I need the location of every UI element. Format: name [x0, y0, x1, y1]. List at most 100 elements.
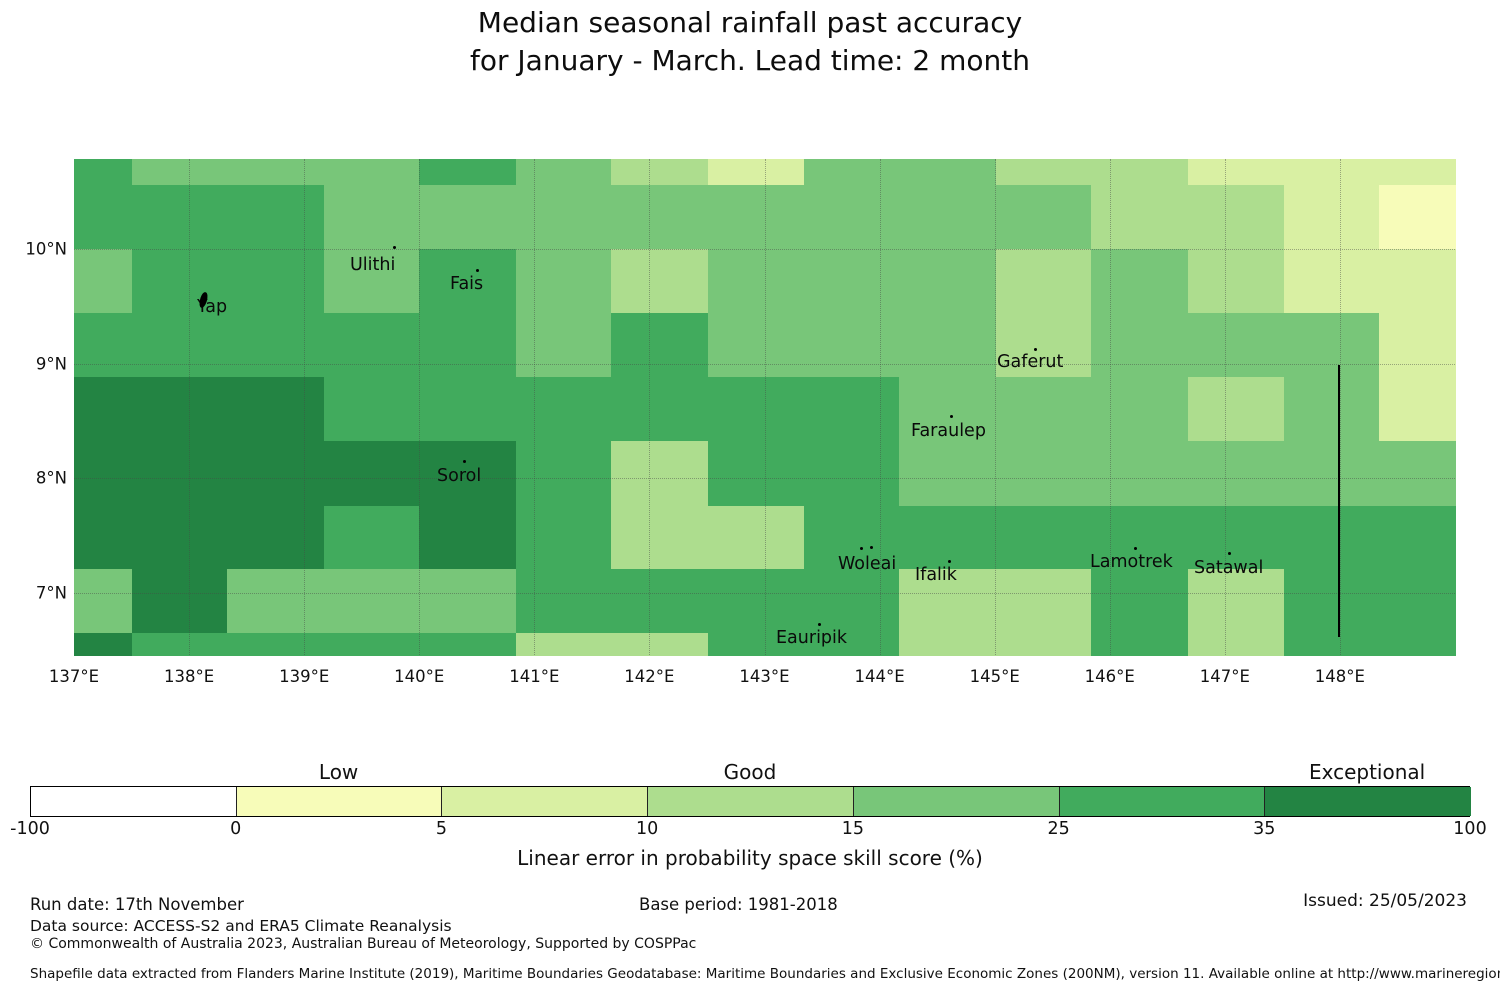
longitude-gridline — [534, 158, 536, 656]
longitude-gridline — [994, 158, 996, 656]
island-label: Lamotrek — [1090, 552, 1173, 572]
grid-cell — [515, 505, 613, 570]
island-label: Ifalik — [915, 565, 957, 585]
grid-cell — [899, 441, 997, 507]
colorbar-tick-label: 35 — [1253, 819, 1276, 839]
y-axis-tick-label: 10°N — [25, 239, 67, 259]
grid-cell — [995, 313, 1093, 378]
grid-cell — [803, 505, 900, 570]
grid-cell — [74, 249, 133, 314]
grid-cell — [131, 158, 228, 186]
grid-cell — [1188, 313, 1285, 378]
grid-cell — [323, 441, 420, 507]
x-axis-tick-label: 148°E — [1314, 667, 1365, 686]
grid-cell — [227, 377, 325, 443]
grid-cell — [708, 632, 805, 657]
longitude-gridline — [764, 158, 766, 656]
colorbar-segment — [236, 787, 443, 816]
island-label: Satawal — [1194, 558, 1264, 578]
grid-cell — [611, 158, 709, 186]
grid-cell — [708, 505, 805, 570]
grid-cell — [515, 568, 613, 634]
x-axis-tick-label: 143°E — [739, 667, 790, 686]
grid-cell — [1188, 158, 1285, 186]
grid-cell — [131, 313, 228, 378]
grid-cell — [131, 377, 228, 443]
grid-cell — [995, 377, 1093, 443]
grid-cell — [708, 313, 805, 378]
grid-cell — [1091, 249, 1189, 314]
x-axis-tick-label: 138°E — [164, 667, 215, 686]
data-source-text: Data source: ACCESS-S2 and ERA5 Climate … — [30, 917, 452, 935]
grid-cell — [708, 158, 805, 186]
grid-cell — [708, 377, 805, 443]
grid-cell — [803, 441, 900, 507]
grid-cell — [323, 568, 420, 634]
island-marker-dot — [818, 623, 821, 626]
grid-cell — [515, 313, 613, 378]
grid-cell — [1188, 568, 1285, 634]
grid-cell — [1188, 377, 1285, 443]
island-label: Ulithi — [350, 255, 396, 275]
grid-cell — [708, 441, 805, 507]
grid-cell — [1283, 568, 1380, 634]
grid-cell — [227, 313, 325, 378]
grid-cell — [1188, 505, 1285, 570]
grid-cell — [803, 377, 900, 443]
colorbar-segment — [442, 787, 649, 816]
grid-cell — [1188, 632, 1285, 657]
grid-cell — [611, 313, 709, 378]
latitude-gridline — [74, 249, 1455, 250]
grid-cell — [899, 184, 997, 250]
grid-cell — [995, 441, 1093, 507]
island-marker-dot — [463, 460, 466, 463]
latitude-gridline — [74, 363, 1455, 365]
grid-cell — [708, 568, 805, 634]
island-label: Woleai — [838, 554, 897, 574]
longitude-gridline — [649, 158, 651, 656]
grid-cell — [227, 249, 325, 314]
grid-cell — [131, 568, 228, 634]
grid-cell — [1379, 313, 1456, 378]
grid-cell — [1283, 249, 1380, 314]
grid-cell — [74, 568, 133, 634]
colorbar-category-label: Exceptional — [1308, 760, 1426, 784]
grid-cell — [899, 568, 997, 634]
grid-cell — [611, 505, 709, 570]
grid-cell — [1379, 377, 1456, 443]
grid-cell — [515, 249, 613, 314]
grid-cell — [515, 184, 613, 250]
grid-cell — [515, 441, 613, 507]
grid-cell — [74, 505, 133, 570]
x-axis-tick-label: 141°E — [509, 667, 560, 686]
grid-cell — [995, 158, 1093, 186]
grid-cell — [1283, 632, 1380, 657]
grid-cell — [1379, 441, 1456, 507]
grid-cell — [131, 249, 228, 314]
island-label: Faraulep — [911, 421, 986, 441]
grid-cell — [227, 184, 325, 250]
grid-cell — [899, 249, 997, 314]
grid-cell — [323, 632, 420, 657]
y-axis-tick-label: 9°N — [35, 354, 67, 373]
maritime-boundary-line — [1338, 365, 1340, 637]
grid-cell — [803, 568, 900, 634]
grid-cell — [1379, 632, 1456, 657]
colorbar-segment — [31, 787, 237, 816]
grid-cell — [1283, 184, 1380, 250]
x-axis-tick-label: 137°E — [48, 667, 100, 686]
grid-cell — [1188, 184, 1285, 250]
grid-cell — [419, 505, 517, 570]
grid-cell — [1091, 377, 1189, 443]
x-axis-tick-label: 147°E — [1199, 667, 1250, 686]
latitude-gridline — [74, 592, 1455, 594]
grid-cell — [995, 505, 1093, 570]
island-marker-dot — [860, 547, 863, 550]
island-label: Eauripik — [776, 628, 848, 648]
grid-cell — [1283, 158, 1380, 186]
island-marker-dot — [1134, 547, 1137, 550]
grid-cell — [995, 632, 1093, 657]
grid-cell — [1283, 377, 1380, 443]
island-marker-dot — [948, 560, 951, 563]
grid-cell — [995, 184, 1093, 250]
